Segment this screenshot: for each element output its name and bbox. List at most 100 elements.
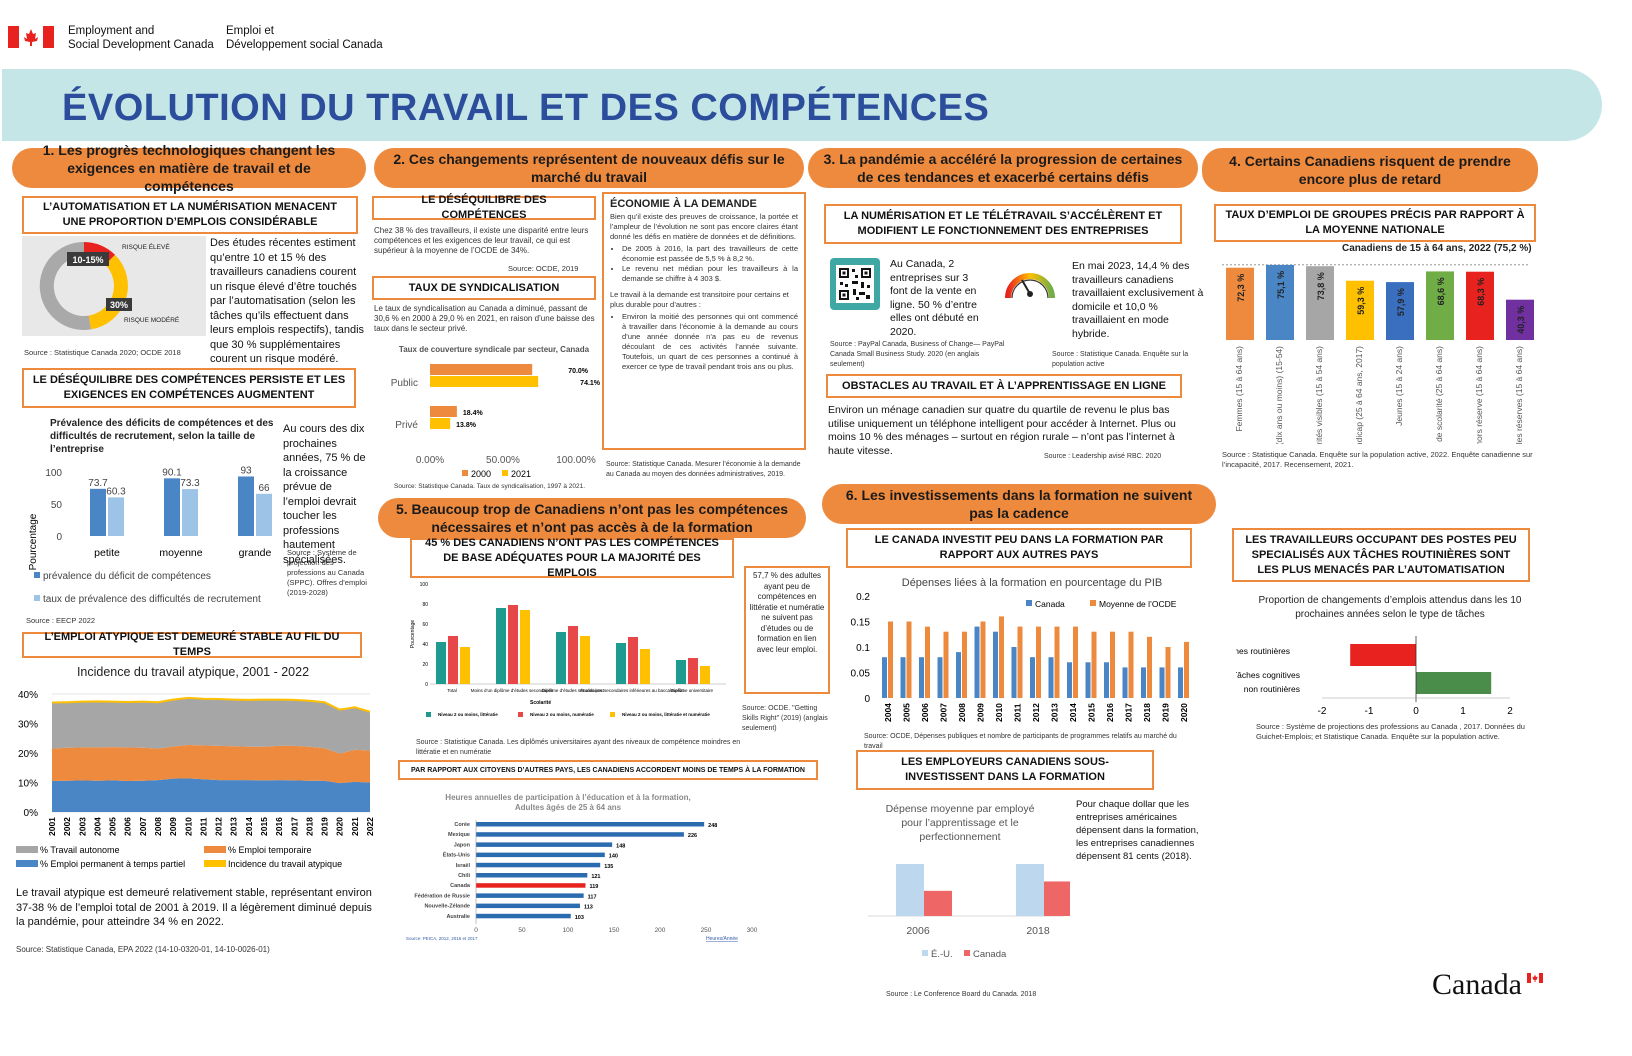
- hours-bar: [476, 842, 613, 847]
- training-bar: [906, 621, 912, 698]
- hours-bar: [476, 832, 684, 837]
- hours-bar: [476, 862, 601, 868]
- hours-bar-label: 121: [591, 874, 600, 880]
- groups-bar-label: 68,6 %: [1436, 277, 1446, 305]
- high-risk-label: RISQUE ÉLEVÉ: [122, 242, 170, 251]
- hours-category: États-Unis: [443, 851, 470, 859]
- basic-skills-source: Source : Statistique Canada. Les diplômé…: [416, 739, 741, 756]
- groups-bar: [1426, 271, 1454, 340]
- atypical-x-tick: 2019: [320, 817, 330, 836]
- training-bar: [1048, 657, 1054, 698]
- atypical-y-tick: 30%: [18, 720, 38, 731]
- legend-swatch: [16, 846, 38, 853]
- training-y-tick: 0: [864, 694, 870, 705]
- groups-heading: TAUX D’EMPLOI DE GROUPES PRÉCIS PAR RAPP…: [1214, 204, 1536, 242]
- online-text: Environ un ménage canadien sur quatre du…: [828, 404, 1176, 457]
- training-y-tick: 0.15: [851, 618, 871, 629]
- atypical-area-2: [52, 697, 370, 754]
- basic-category: Études postsecondaires inférieures au ba…: [580, 687, 684, 693]
- basic-skills-chart: Pourcentage 100 80 60 40 20 0 Total Moins d’un d…: [406, 578, 738, 728]
- atypical-x-tick: 2010: [183, 817, 193, 836]
- skills-bar-label: 66: [258, 483, 270, 494]
- hours-bar: [476, 883, 586, 888]
- routine-chart-title: Proportion de changements d’emplois atte…: [1258, 595, 1522, 620]
- groups-bar-label: 72,3 %: [1236, 274, 1246, 302]
- skills-heading: LE DÉSÉQUILIBRE DES COMPÉTENCES PERSISTE…: [22, 368, 356, 408]
- atypical-x-tick: 2012: [214, 817, 224, 836]
- union-legend-2000: 2000: [471, 469, 491, 479]
- telework-heading: LA NUMÉRISATION ET LE TÉLÉTRAVAIL S’ACCÉ…: [824, 204, 1182, 244]
- telework-text-1: Au Canada, 2 entreprises sur 3 font de l…: [890, 258, 979, 338]
- hours-bar-label: 226: [688, 833, 697, 839]
- employers-bar: [896, 864, 924, 916]
- atypical-area-1: [52, 745, 370, 784]
- donut-slice-moderate: [88, 254, 128, 330]
- hours-x-tick: 100: [563, 927, 574, 934]
- hours-x-label: Heures/Année: [706, 936, 738, 942]
- training-bar: [943, 631, 949, 698]
- basic-bar: [448, 636, 458, 684]
- basic-bar: [580, 636, 590, 684]
- atypical-legend: % Emploi temporaire: [228, 845, 312, 855]
- automation-source: Source : Statistique Canada 2020; OCDE 2…: [24, 348, 181, 357]
- atypical-x-tick: 2014: [244, 817, 254, 836]
- legend-swatch: [426, 712, 431, 717]
- training-x-tick: 2012: [1031, 703, 1041, 722]
- union-source: Source: Statistique Canada. Taux de synd…: [394, 483, 586, 490]
- skills-bar: [256, 493, 272, 536]
- union-bar: [430, 406, 457, 417]
- atypical-chart-title: Incidence du travail atypique, 2001 - 20…: [77, 665, 309, 679]
- hours-category: Chili: [458, 873, 470, 879]
- telework-source-2: Source : Statistique Canada. Enquête sur…: [1052, 351, 1189, 368]
- employers-bar: [924, 890, 952, 916]
- section-1-heading: 1. Les progrès technologiques changent l…: [12, 142, 366, 194]
- hours-heading: PAR RAPPORT AUX CITOYENS D’AUTRES PAYS, …: [398, 760, 818, 780]
- training-bar: [1184, 641, 1189, 698]
- atypical-x-tick: 2007: [138, 817, 148, 836]
- gig-source: Source: Statistique Canada. Mesurer l’éc…: [606, 461, 801, 478]
- hours-bar: [476, 893, 584, 898]
- training-x-tick: 2009: [976, 703, 986, 722]
- skills-chart-title: Prévalence des déficits de compétences e…: [50, 418, 274, 455]
- routine-category-1: Tâches routinières: [1236, 646, 1290, 656]
- hours-bar: [476, 903, 580, 909]
- training-bar: [1141, 667, 1146, 698]
- training-bar: [1054, 626, 1060, 698]
- atypical-x-tick: 2022: [365, 817, 375, 836]
- atypical-chart: Incidence du travail atypique, 2001 - 20…: [8, 660, 378, 880]
- title-banner: [2, 69, 1602, 141]
- routine-bar-1: [1350, 644, 1416, 666]
- training-bar: [1030, 657, 1035, 698]
- training-y-tick: 0.05: [851, 669, 871, 680]
- basic-bar: [640, 649, 650, 684]
- union-legend-2021: 2021: [511, 469, 531, 479]
- basic-y-tick: 40: [422, 642, 428, 648]
- hours-bar-label: 117: [588, 894, 597, 900]
- basic-legend: Niveau 2 ou moins, littératie: [438, 712, 498, 717]
- training-x-tick: 2006: [920, 703, 930, 722]
- training-bar: [1110, 631, 1115, 698]
- automation-heading: L’AUTOMATISATION ET LA NUMÉRISATION MENA…: [22, 196, 358, 234]
- high-risk-value: 10-15%: [72, 255, 103, 265]
- training-bar: [962, 631, 967, 698]
- section-5-heading: 5. Beaucoup trop de Canadiens n’ont pas …: [378, 498, 806, 538]
- basic-legend: Niveau 2 ou moins, numératie: [530, 712, 594, 717]
- training-bar: [925, 626, 930, 698]
- atypical-x-tick: 2005: [108, 817, 118, 836]
- training-bar: [1011, 647, 1017, 698]
- basic-bar: [556, 632, 566, 684]
- atypical-x-tick: 2004: [92, 817, 102, 836]
- skills-y-label: Pourcentage: [28, 513, 39, 570]
- employers-text: Pour chaque dollar que les entreprises a…: [1076, 799, 1199, 862]
- training-x-tick: 2020: [1179, 703, 1189, 722]
- skills-bar: [238, 476, 254, 536]
- groups-category: Faible niveau de scolarité (25 à 64 ans): [1434, 346, 1444, 444]
- telework-text-2: En mai 2023, 14,4 % des travailleurs can…: [1072, 260, 1204, 340]
- training-x-tick: 2015: [1087, 703, 1097, 722]
- routine-x-tick: -1: [1365, 706, 1374, 717]
- routine-x-tick: -2: [1318, 706, 1327, 717]
- training-y-tick: 0.2: [856, 592, 870, 603]
- training-bar: [974, 626, 980, 698]
- speedometer-icon: [1002, 258, 1058, 306]
- gig-economy-box: ÉCONOMIE À LA DEMANDE Bien qu’il existe …: [602, 192, 806, 450]
